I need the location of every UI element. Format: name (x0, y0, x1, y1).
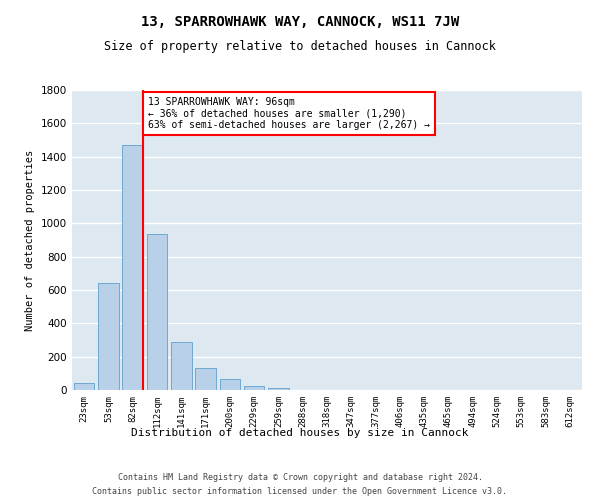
Bar (74, 384, 94, 390)
Bar (98, 282, 119, 390)
Text: Contains HM Land Registry data © Crown copyright and database right 2024.: Contains HM Land Registry data © Crown c… (118, 472, 482, 482)
Bar (171, 342, 191, 390)
Bar (268, 388, 289, 390)
Text: Size of property relative to detached houses in Cannock: Size of property relative to detached ho… (104, 40, 496, 53)
Bar (146, 234, 167, 390)
Text: Distribution of detached houses by size in Cannock: Distribution of detached houses by size … (131, 428, 469, 438)
Text: Contains public sector information licensed under the Open Government Licence v3: Contains public sector information licen… (92, 488, 508, 496)
Text: 13 SPARROWHAWK WAY: 96sqm
← 36% of detached houses are smaller (1,290)
63% of se: 13 SPARROWHAWK WAY: 96sqm ← 36% of detac… (148, 96, 430, 130)
Y-axis label: Number of detached properties: Number of detached properties (25, 150, 35, 330)
Bar (195, 368, 216, 390)
Bar (244, 386, 265, 390)
Bar (122, 145, 143, 390)
Bar (220, 378, 240, 390)
Text: 13, SPARROWHAWK WAY, CANNOCK, WS11 7JW: 13, SPARROWHAWK WAY, CANNOCK, WS11 7JW (141, 15, 459, 29)
